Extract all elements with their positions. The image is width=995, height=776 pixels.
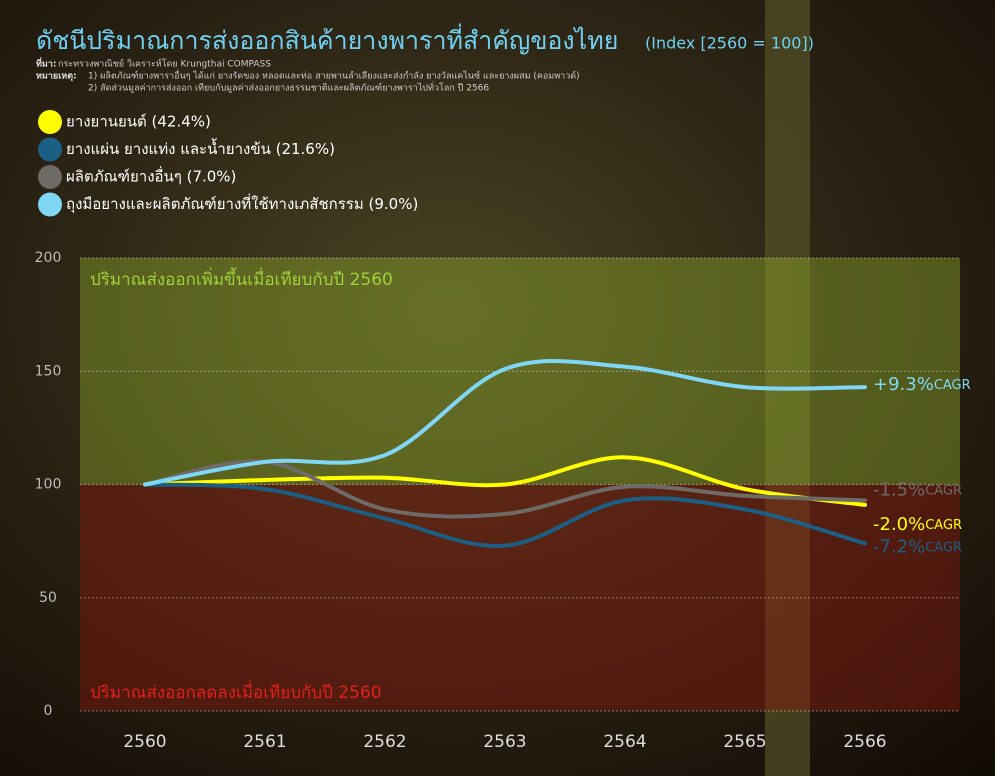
band xyxy=(80,484,960,711)
y-tick-label: 0 xyxy=(44,703,53,719)
legend-marker xyxy=(38,165,62,189)
chart-subtitle: (Index [2560 = 100]) xyxy=(645,34,814,53)
end-label: -2.0%CAGR xyxy=(873,514,962,535)
annotation: -7.2% xyxy=(873,536,925,557)
legend-label: ยางแผ่น ยางแท่ง และน้ำยางข้น (21.6%) xyxy=(66,138,335,158)
x-tick-label: 2565 xyxy=(723,732,766,752)
x-tick-label: 2562 xyxy=(363,732,406,752)
legend-label: ถุงมือยางและผลิตภัณฑ์ยางที่ใช้ทางเภสัชกร… xyxy=(66,193,418,214)
legend-label: ผลิตภัณฑ์ยางอื่นๆ (7.0%) xyxy=(66,166,236,186)
annotation-suffix: CAGR xyxy=(925,517,962,532)
chart-title: ดัชนีปริมาณการส่งออกสินค้ายางพาราที่สำคั… xyxy=(36,23,618,55)
end-label: +9.3%CAGR xyxy=(873,374,971,395)
band xyxy=(80,258,960,485)
line xyxy=(143,455,867,507)
source: กระทรวงพาณิชย์ วิเคราะห์โดย Krungthai CO… xyxy=(58,58,271,70)
end-label: -1.5%CAGR xyxy=(873,479,962,500)
note: 2) สัดส่วนมูลค่าการส่งออก เทียบกับมูลค่า… xyxy=(88,81,489,94)
x-tick-label: 2561 xyxy=(243,732,286,752)
y-tick-label: 150 xyxy=(35,363,62,379)
line xyxy=(143,358,867,487)
band-label: ปริมาณส่งออกลดลงเมื่อเทียบกับปี 2560 xyxy=(90,680,382,703)
annotation-suffix: CAGR xyxy=(925,540,962,555)
annotation: +9.3% xyxy=(873,374,934,395)
notes-label: หมายเหตุ: xyxy=(36,72,77,82)
source-label: ที่มา: xyxy=(36,57,57,70)
band-label: ปริมาณส่งออกเพิ่มขึ้นเมื่อเทียบกับปี 256… xyxy=(90,267,393,290)
end-label: -7.2%CAGR xyxy=(873,536,962,557)
annotation: -2.0% xyxy=(873,514,925,535)
x-tick-label: 2564 xyxy=(603,732,646,752)
y-tick-label: 50 xyxy=(39,590,57,606)
annotation-suffix: CAGR xyxy=(934,378,971,393)
legend-marker xyxy=(38,110,62,134)
legend-label: ยางยานยนต์ (42.4%) xyxy=(66,113,211,131)
legend-marker xyxy=(38,192,62,217)
x-tick-label: 2560 xyxy=(123,732,166,752)
note: 1) ผลิตภัณฑ์ยางพาราอื่นๆ ได้แก่ ยางรัดขอ… xyxy=(88,69,580,82)
legend-marker xyxy=(38,137,62,162)
x-tick-label: 2566 xyxy=(843,732,886,752)
annotation-suffix: CAGR xyxy=(925,483,962,498)
line xyxy=(143,482,867,548)
annotation: -1.5% xyxy=(873,479,925,500)
x-tick-label: 2563 xyxy=(483,732,526,752)
y-tick-label: 100 xyxy=(35,477,62,493)
y-tick-label: 200 xyxy=(35,250,62,266)
